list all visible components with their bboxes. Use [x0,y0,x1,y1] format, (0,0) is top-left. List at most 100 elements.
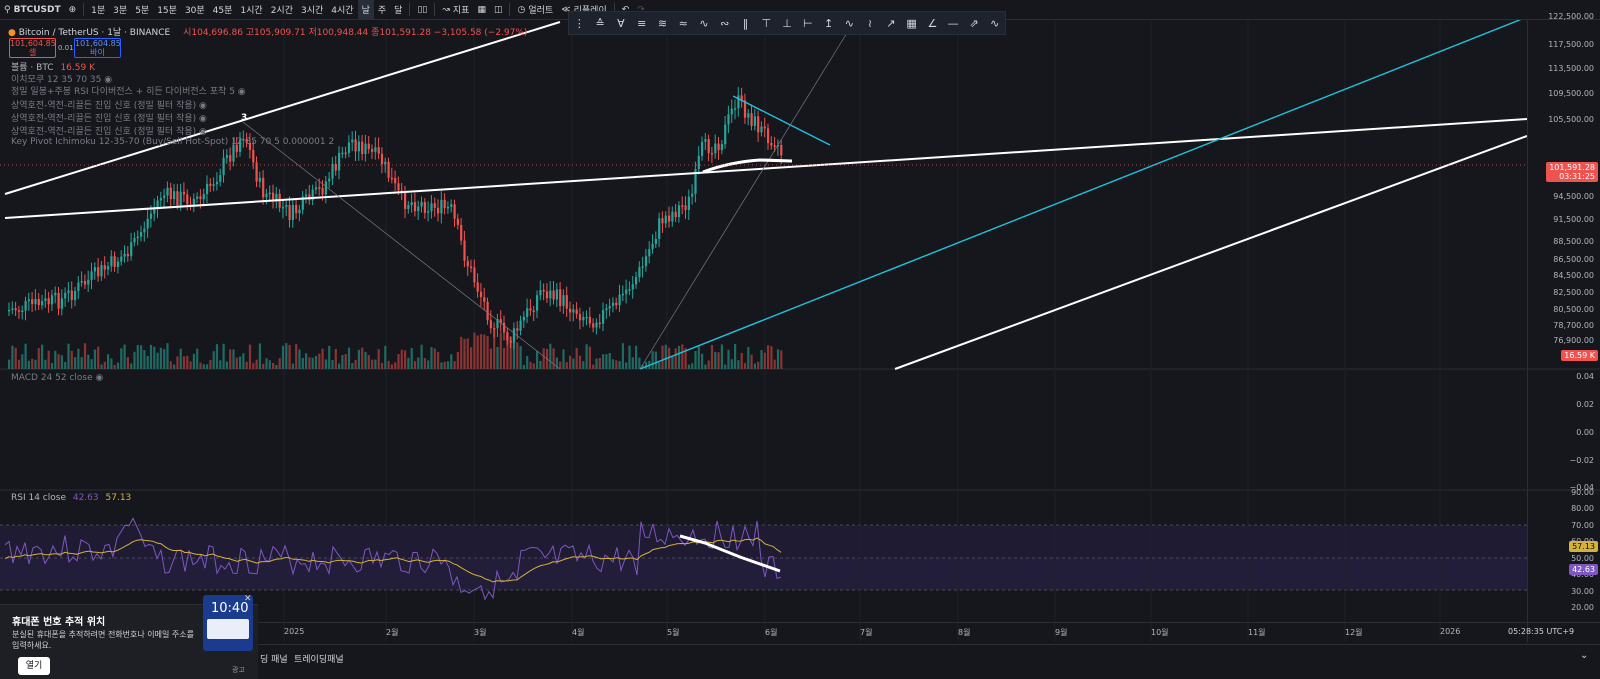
ad-popup[interactable]: 휴대폰 번호 추적 위치 분실된 휴대폰을 추적하려면 전화번호나 이메일 주소… [0,595,258,679]
candle [262,177,265,198]
volume-bar [229,349,232,369]
resistance-line-cyan[interactable] [732,95,831,146]
trendline-upper-white[interactable] [4,21,561,195]
interval-11[interactable]: 주 [377,6,387,16]
tab-panel[interactable]: 딩 패널 [260,655,288,665]
interval-2[interactable]: 5분 [135,6,150,16]
indicator-icon: ↝ [442,4,450,15]
candle [44,298,47,301]
eye-icon[interactable]: ◉ [95,373,104,383]
price-axis[interactable]: 122,500.00 117,500.00 113,500.00 109,500.00… [1527,12,1600,642]
popup-open-button[interactable]: 열기 [18,657,50,675]
wave-icon[interactable]: ≈ [678,16,688,30]
gann-icon[interactable]: ∠ [927,16,938,30]
interval-9[interactable]: 4시간 [331,6,354,16]
candle [245,138,248,143]
diagonal-line-gray[interactable] [242,121,561,370]
rsi-divergence-line[interactable] [679,534,781,573]
interval-6[interactable]: 1시간 [240,6,263,16]
date-range-icon[interactable]: ⊢ [803,16,813,30]
volume-bar [430,347,433,369]
buy-button[interactable]: 101,604.85 바이 [74,38,121,58]
interval-12[interactable]: 달 [394,6,403,16]
volume-legend[interactable]: 볼륨 · BTC 16.59 K [11,60,95,73]
legend-title: Bitcoin / TetherUS · 1날 · BINANCE [18,28,171,38]
rsi-legend[interactable]: RSI 14 close 42.63 57.13 [11,493,131,503]
forecast-icon[interactable]: ↥ [823,16,834,30]
handle-icon[interactable]: ⋮ [573,16,585,30]
fib-line-gray[interactable] [639,27,851,370]
path-icon[interactable]: ≀ [868,16,873,30]
eye-icon[interactable]: ◉ [199,127,207,137]
indicator-legend-1[interactable]: 정밀 일봉+주봉 RSI 다이버전스 + 히든 다이버전스 포착 5 ◉ [11,84,246,97]
indicator-legend-2[interactable]: 상역호전-역전-리끌든 진입 신호 (정밀 필터 작용) ◉ [11,98,207,111]
price-label: 117,500.00 [1548,40,1594,49]
eye-icon[interactable]: ◉ [237,87,246,97]
fib-icon[interactable]: ≡ [637,16,647,30]
undo-icon[interactable]: ↶ [621,4,630,15]
close-icon[interactable]: ✕ [244,594,252,604]
candle [186,194,189,205]
bars-icon[interactable]: ‖ [742,16,749,30]
interval-3[interactable]: 15분 [157,6,177,16]
eye-icon[interactable]: ◉ [199,101,207,111]
interval-5[interactable]: 45분 [212,6,233,16]
macd-legend[interactable]: MACD 24 52 close ◉ [11,373,103,383]
templates-icon[interactable]: ◫ [493,4,503,15]
abcd-icon[interactable]: ∾ [720,16,730,30]
interval-7[interactable]: 2시간 [270,6,293,16]
redo-icon[interactable]: ↷ [637,4,645,15]
time-label: 11월 [1248,628,1266,637]
interval-10[interactable]: 날 [357,0,374,19]
volume-bar [262,363,265,369]
more-icon[interactable]: ∿ [990,16,1000,30]
hline-icon[interactable]: — [947,16,959,30]
candle [456,218,459,225]
indicator-legend-5[interactable]: Key Pivot Ichimoku 12-35-70 (Buy/Sell Ho… [11,137,334,147]
candle [559,289,562,307]
add-symbol-icon[interactable]: ⊕ [68,4,77,15]
candle [87,279,90,285]
eye-icon[interactable]: ◉ [104,75,113,85]
trendline-support-white[interactable] [4,118,1528,219]
pitchfork-icon[interactable]: ≙ [595,16,605,30]
chevron-icon[interactable]: ⌄ [1580,650,1589,661]
channel-line-cyan[interactable] [639,20,1527,370]
candle [179,191,182,206]
price-range-icon[interactable]: ⊥ [782,16,792,30]
candle [767,128,770,143]
volume-bar [186,355,189,369]
main-chart[interactable]: 3 [0,20,1600,642]
interval-4[interactable]: 30분 [184,6,205,16]
eye-icon[interactable]: ◉ [199,114,207,124]
sell-button[interactable]: 101,604.85 셀 [9,38,56,58]
indicator-legend-4[interactable]: 상역호전-역전-리끌든 진입 신호 (정밀 필터 작용) ◉ [11,124,207,137]
interval-0[interactable]: 1분 [91,6,106,16]
candle [209,183,212,186]
projection-icon[interactable]: ∿ [844,16,854,30]
candle [37,298,40,306]
candle [341,152,344,155]
parallel-icon[interactable]: ≋ [657,16,668,30]
arrow-icon[interactable]: ↗ [886,16,896,30]
layout-icon[interactable]: ▦ [477,4,486,15]
tab-trading-panel[interactable]: 트레이딩패널 [294,655,344,665]
interval-1[interactable]: 3분 [113,6,128,16]
chart-type-icon[interactable]: ▯▯ [417,4,428,15]
ruler-icon[interactable]: ⊤ [761,16,772,30]
channel-icon[interactable]: ∀ [617,16,625,30]
hand-drawn-line[interactable] [702,158,793,174]
grid-icon[interactable]: ▦ [906,16,917,30]
candle [54,292,57,296]
ichimoku-legend[interactable]: 이치모쿠 12 35 70 35 ◉ [11,72,112,85]
alert-button[interactable]: ◷ 얼러트 [513,0,557,19]
indicator-legend-3[interactable]: 상역호전-역전-리끌든 진입 신호 (정밀 필터 작용) ◉ [11,111,207,124]
channel-line-white[interactable] [894,135,1528,370]
time-axis[interactable]: 2025 2월 3월 4월 5월 6월 7월 8월 9월 10월 11월 12월 2026 05:28:… [0,622,1600,645]
price-label: 80,500.00 [1553,305,1594,314]
pattern-icon[interactable]: ∿ [699,16,709,30]
search-symbol-button[interactable]: ⚲ BTCUSDT [0,0,65,19]
indicators-button[interactable]: ↝ 지표 [438,0,473,19]
interval-8[interactable]: 3시간 [301,6,324,16]
ray-icon[interactable]: ⇗ [969,16,979,30]
